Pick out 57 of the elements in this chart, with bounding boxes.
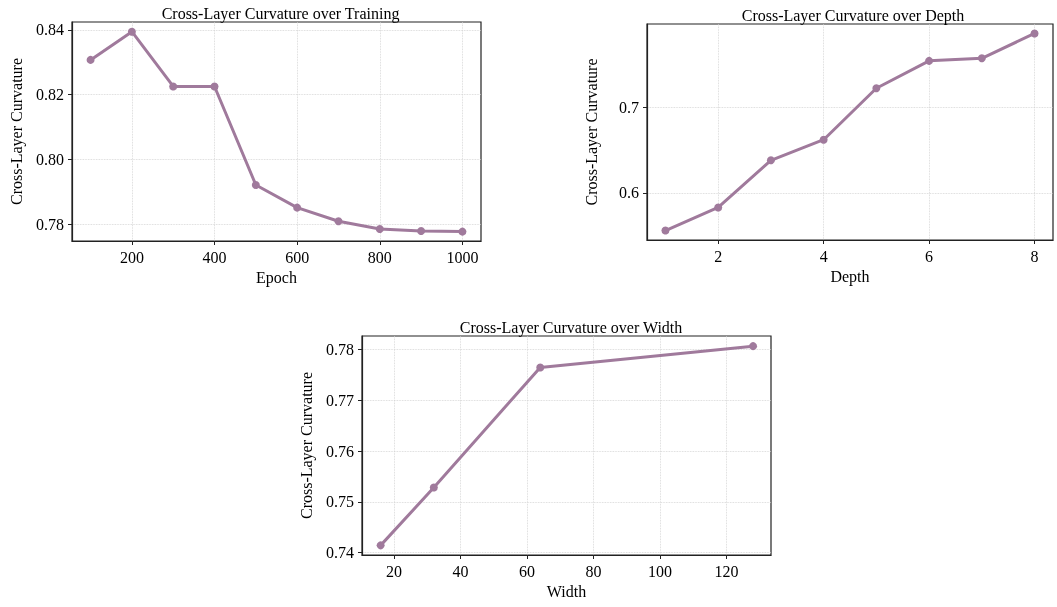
x-tick-label: 4: [819, 247, 828, 265]
y-axis-title: Cross-Layer Curvature: [582, 58, 601, 206]
x-tick-label: 6: [925, 247, 934, 265]
chart-title: Cross-Layer Curvature over Width: [459, 318, 683, 337]
x-tick-label: 40: [452, 562, 469, 580]
point: [1030, 29, 1039, 38]
x-tick-label: 400: [202, 248, 227, 266]
point: [749, 342, 758, 351]
x-tick-label: 80: [585, 562, 602, 580]
x-tick-label: 100: [647, 562, 672, 580]
point: [458, 227, 467, 236]
point: [819, 135, 828, 144]
x-tick-label: 20: [385, 562, 402, 580]
point: [417, 226, 426, 235]
point: [86, 55, 95, 64]
point: [334, 217, 343, 226]
y-tick-label: 0.76: [326, 442, 354, 460]
y-tick-label: 0.74: [326, 543, 354, 561]
point: [251, 180, 260, 189]
y-tick-label: 0.7: [619, 98, 639, 116]
y-axis-title: Cross-Layer Curvature: [297, 371, 316, 520]
x-axis-title: Depth: [830, 268, 870, 287]
point: [714, 203, 723, 212]
point: [169, 82, 178, 91]
x-tick-label: 600: [285, 248, 310, 266]
x-tick-label: 2: [714, 247, 723, 265]
point: [536, 363, 545, 372]
point: [293, 203, 302, 212]
point: [872, 84, 881, 93]
y-axis-title: Cross-Layer Curvature: [7, 57, 26, 206]
x-tick-label: 120: [714, 562, 739, 580]
y-tick-label: 0.84: [36, 21, 64, 39]
point: [925, 56, 934, 65]
point: [977, 54, 986, 63]
y-tick-label: 0.6: [619, 184, 639, 202]
y-tick-label: 0.75: [326, 493, 354, 511]
chart-title: Cross-Layer Curvature over Depth: [741, 6, 965, 25]
point: [376, 541, 385, 550]
point: [127, 27, 136, 36]
point: [375, 225, 384, 234]
x-tick-label: 60: [518, 562, 535, 580]
y-tick-label: 0.78: [36, 215, 64, 233]
y-tick-label: 0.82: [36, 86, 64, 104]
point: [429, 483, 438, 492]
x-axis-title: Width: [546, 583, 587, 601]
point: [766, 156, 775, 165]
chart-title: Cross-Layer Curvature over Training: [161, 4, 400, 23]
x-tick-label: 8: [1030, 247, 1039, 265]
y-tick-label: 0.77: [326, 391, 354, 409]
x-tick-label: 200: [119, 248, 144, 266]
x-tick-label: 1000: [446, 248, 479, 266]
x-axis-title: Epoch: [256, 269, 297, 288]
x-tick-label: 800: [367, 248, 392, 266]
y-tick-label: 0.80: [36, 150, 64, 168]
y-tick-label: 0.78: [326, 341, 354, 359]
point: [661, 226, 670, 235]
point: [210, 82, 219, 91]
